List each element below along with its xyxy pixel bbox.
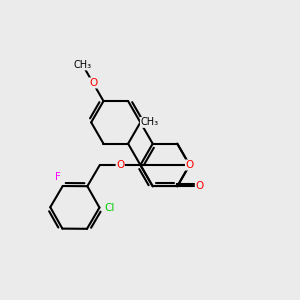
Text: CH₃: CH₃ [74,60,92,70]
Text: CH₃: CH₃ [140,117,158,128]
Text: O: O [195,181,204,191]
Text: O: O [89,78,97,88]
Text: O: O [185,160,194,170]
Text: Cl: Cl [104,203,115,213]
Text: F: F [55,172,61,182]
Text: O: O [116,160,124,170]
